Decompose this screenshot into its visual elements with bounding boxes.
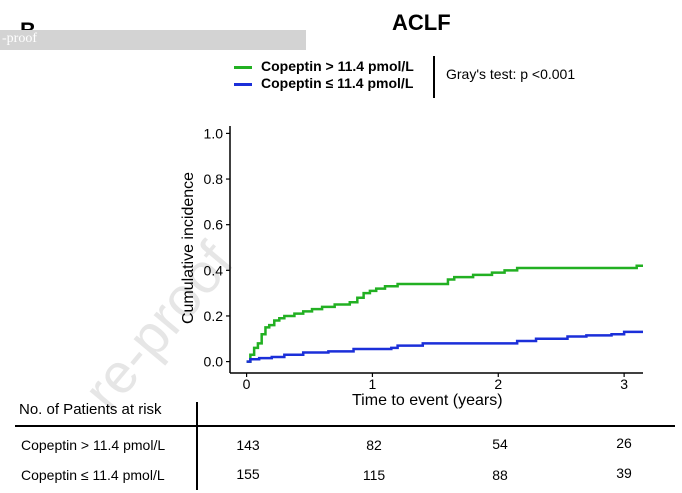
risk-row-label-high: Copeptin > 11.4 pmol/L [21,437,166,453]
x-tick-label-3: 3 [620,376,628,392]
legend-line-low [234,83,252,86]
x-tick-label-1: 1 [369,376,377,392]
risk-value-low-3: 39 [616,465,632,481]
chart-title: ACLF [392,10,451,35]
series-line-0 [246,264,643,363]
risk-value-low-0: 155 [236,466,260,482]
y-tick-label-1: 0.2 [204,308,224,324]
risk-row-label-low: Copeptin ≤ 11.4 pmol/L [21,467,165,483]
gray-banner [0,30,306,50]
risk-value-high-1: 82 [366,437,382,453]
x-tick-label-0: 0 [243,376,251,392]
legend-line-high [234,66,252,69]
legend-divider [433,56,435,98]
grays-test-annotation: Gray's test: p <0.001 [446,66,576,82]
risk-value-high-0: 143 [236,437,260,453]
y-tick-label-5: 1.0 [204,125,224,141]
risk-table-divider-horizontal [15,425,675,427]
risk-value-high-3: 26 [616,435,632,451]
banner-text: -proof [2,31,37,46]
x-axis-label: Time to event (years) [352,392,503,409]
risk-table-divider-vertical [196,402,198,490]
series-line-1 [246,330,643,363]
legend-label-high: Copeptin > 11.4 pmol/L [261,58,414,74]
y-tick-label-2: 0.4 [204,262,224,278]
risk-value-low-2: 88 [492,467,508,483]
x-tick-label-2: 2 [494,376,502,392]
risk-value-high-2: 54 [492,436,508,452]
y-tick-label-3: 0.6 [204,217,224,233]
legend-label-low: Copeptin ≤ 11.4 pmol/L [261,75,414,91]
risk-value-low-1: 115 [362,467,386,483]
y-tick-label-4: 0.8 [204,171,224,187]
y-tick-label-0: 0.0 [204,354,224,370]
risk-table-title: No. of Patients at risk [19,401,162,418]
